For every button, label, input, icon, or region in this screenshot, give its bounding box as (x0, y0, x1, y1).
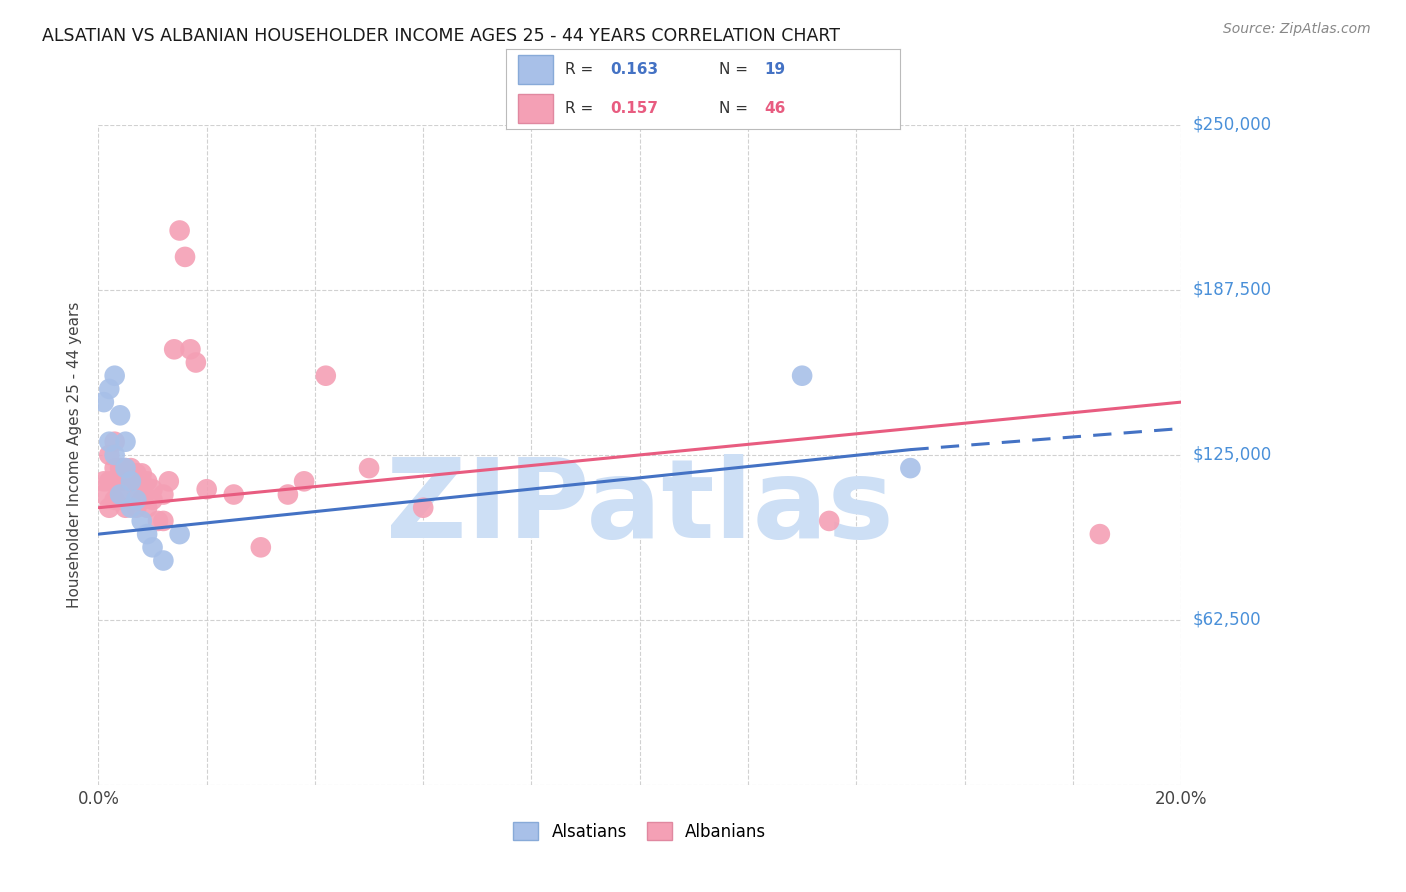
Point (131, 514, 153, 528)
Point (125, 467, 148, 481)
Point (98, 434, 121, 449)
Point (104, 475, 127, 489)
Point (120, 500, 142, 515)
Text: 46: 46 (763, 101, 786, 116)
Point (163, 343, 186, 357)
Point (125, 500, 148, 515)
Point (114, 461, 136, 475)
Point (169, 527, 191, 541)
Point (250, 541, 273, 555)
Text: Source: ZipAtlas.com: Source: ZipAtlas.com (1223, 22, 1371, 37)
Point (104, 368, 127, 383)
Point (114, 500, 136, 515)
Point (169, 223, 191, 237)
Text: 0.157: 0.157 (610, 101, 658, 116)
Point (141, 492, 165, 507)
Point (184, 355, 207, 369)
Point (141, 541, 165, 555)
Point (136, 475, 159, 489)
FancyBboxPatch shape (517, 55, 554, 85)
FancyBboxPatch shape (517, 94, 554, 123)
Point (146, 514, 169, 528)
Text: $250,000: $250,000 (1192, 116, 1271, 134)
Point (315, 368, 337, 383)
Point (136, 527, 159, 541)
Point (152, 514, 174, 528)
Point (818, 514, 841, 528)
Text: 0.163: 0.163 (610, 62, 658, 78)
Point (292, 475, 315, 489)
Point (131, 467, 153, 481)
Point (125, 492, 148, 507)
Point (179, 343, 201, 357)
Point (120, 461, 142, 475)
Point (1088, 527, 1111, 541)
Point (141, 482, 165, 496)
Text: $62,500: $62,500 (1192, 611, 1261, 629)
Point (108, 475, 131, 489)
Point (104, 461, 127, 475)
Point (157, 475, 180, 489)
Point (114, 434, 136, 449)
Text: ALSATIAN VS ALBANIAN HOUSEHOLDER INCOME AGES 25 - 44 YEARS CORRELATION CHART: ALSATIAN VS ALBANIAN HOUSEHOLDER INCOME … (42, 27, 841, 45)
Point (790, 368, 813, 383)
Point (131, 475, 153, 489)
Point (104, 434, 127, 449)
Point (125, 482, 148, 496)
Point (136, 500, 159, 515)
Text: $187,500: $187,500 (1192, 281, 1271, 299)
Point (131, 492, 153, 507)
Y-axis label: Householder Income Ages 25 - 44 years: Householder Income Ages 25 - 44 years (67, 301, 83, 608)
Point (98, 475, 121, 489)
Text: R =: R = (565, 62, 599, 78)
Point (120, 475, 142, 489)
Point (120, 475, 142, 489)
Point (93, 475, 115, 489)
Point (98, 500, 121, 515)
Point (108, 409, 131, 423)
Point (93, 487, 115, 501)
Point (277, 487, 299, 501)
Text: R =: R = (565, 101, 599, 116)
Point (108, 487, 131, 501)
Point (195, 482, 218, 496)
Point (114, 475, 136, 489)
Text: N =: N = (718, 101, 752, 116)
Point (98, 382, 121, 396)
Point (104, 448, 127, 462)
Point (93, 395, 115, 409)
Point (114, 461, 136, 475)
Point (174, 250, 197, 264)
Point (152, 487, 174, 501)
Text: N =: N = (718, 62, 752, 78)
Point (108, 461, 131, 475)
Point (412, 500, 434, 515)
Point (98, 448, 121, 462)
Point (222, 487, 245, 501)
Point (152, 553, 174, 567)
Legend: Alsatians, Albanians: Alsatians, Albanians (505, 814, 775, 849)
Point (900, 461, 922, 475)
Point (104, 492, 127, 507)
Point (359, 461, 381, 475)
Point (108, 492, 131, 507)
Text: 19: 19 (763, 62, 785, 78)
Text: $125,000: $125,000 (1192, 446, 1271, 464)
Text: ZIPatlas: ZIPatlas (385, 454, 894, 561)
